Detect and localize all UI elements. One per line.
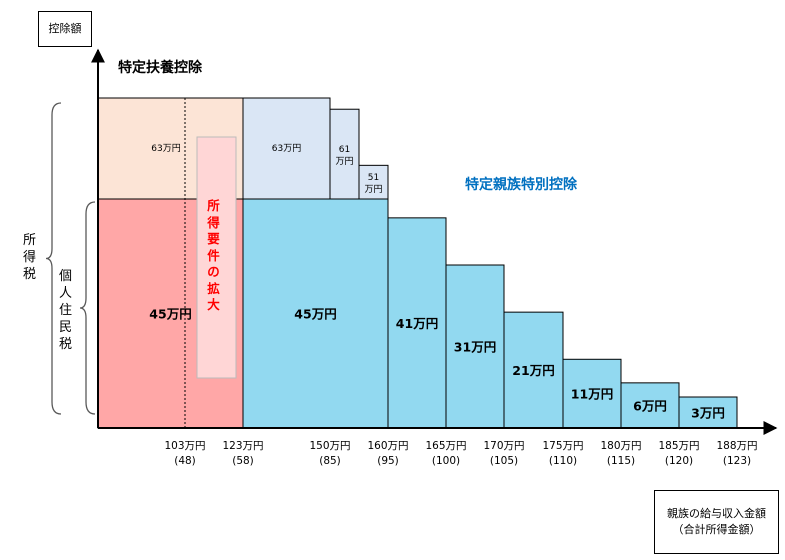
resident-tax-brace (79, 201, 96, 415)
x-tick-total-label: (95) (377, 455, 399, 467)
x-tick-total-label: (85) (319, 455, 341, 467)
x-tick-label: 165万円 (425, 440, 466, 452)
income-tax-brace (45, 102, 62, 415)
income-tax-value-label: 万円 (335, 156, 353, 167)
x-tick-label: 180万円 (600, 440, 641, 452)
x-tick-label: 185万円 (658, 440, 699, 452)
x-axis-label: 親族の給与収入金額 （合計所得金額） (654, 490, 779, 554)
resident-tax-label: 個人住民税 (58, 269, 72, 352)
resident-tax-value-label: 21万円 (512, 363, 554, 378)
y-axis-label-text: 控除額 (48, 21, 82, 35)
y-axis-label: 控除額 (38, 11, 92, 47)
expansion-note: 所得要件の拡大 (207, 198, 220, 312)
x-tick-total-label: (100) (432, 455, 460, 467)
income-tax-bar-3 (358, 164, 389, 200)
resident-tax-bar-4 (503, 311, 564, 429)
x-tick-label: 188万円 (716, 440, 757, 452)
resident-tax-value-label: 45万円 (149, 307, 191, 322)
x-tick-label: 103万円 (164, 440, 205, 452)
income-tax-value-label: 63万円 (272, 143, 301, 154)
x-tick-total-label: (120) (665, 455, 693, 467)
resident-tax-value-label: 41万円 (396, 316, 438, 331)
x-tick-total-label: (48) (174, 455, 196, 467)
x-tick-label: 175万円 (542, 440, 583, 452)
x-tick-label: 160万円 (367, 440, 408, 452)
x-tick-total-label: (105) (490, 455, 518, 467)
income-tax-value-label: 61 (339, 145, 350, 155)
resident-tax-value-label: 3万円 (691, 406, 725, 421)
x-tick-total-label: (58) (232, 455, 254, 467)
x-tick-label: 150万円 (309, 440, 350, 452)
resident-tax-value-label: 11万円 (571, 387, 613, 402)
resident-tax-value-label: 6万円 (633, 398, 667, 413)
x-tick-total-label: (123) (723, 455, 751, 467)
income-tax-label: 所得税 (22, 233, 36, 282)
income-tax-bar-2 (329, 108, 360, 200)
income-tax-value-label: 万円 (364, 184, 382, 195)
upper-title: 特定扶養控除 (118, 60, 202, 76)
resident-tax-value-label: 31万円 (454, 340, 496, 355)
income-tax-value-label: 63万円 (151, 143, 180, 154)
resident-tax-bar-7 (678, 396, 738, 429)
x-tick-label: 123万円 (222, 440, 263, 452)
resident-tax-bar-5 (562, 358, 622, 429)
resident-tax-bar-1 (242, 198, 389, 429)
income-tax-value-label: 51 (368, 173, 379, 183)
resident-tax-bar-6 (620, 382, 680, 429)
lower-title: 特定親族特別控除 (465, 177, 577, 193)
x-tick-label: 170万円 (483, 440, 524, 452)
resident-tax-value-label: 45万円 (294, 307, 336, 322)
expansion-highlight-box (196, 136, 237, 379)
x-tick-total-label: (115) (607, 455, 635, 467)
x-tick-total-label: (110) (549, 455, 577, 467)
x-axis-label-line2: （合計所得金額） (672, 523, 761, 536)
income-tax-bar-1 (242, 97, 331, 200)
x-axis-label-line1: 親族の給与収入金額 (667, 506, 766, 520)
